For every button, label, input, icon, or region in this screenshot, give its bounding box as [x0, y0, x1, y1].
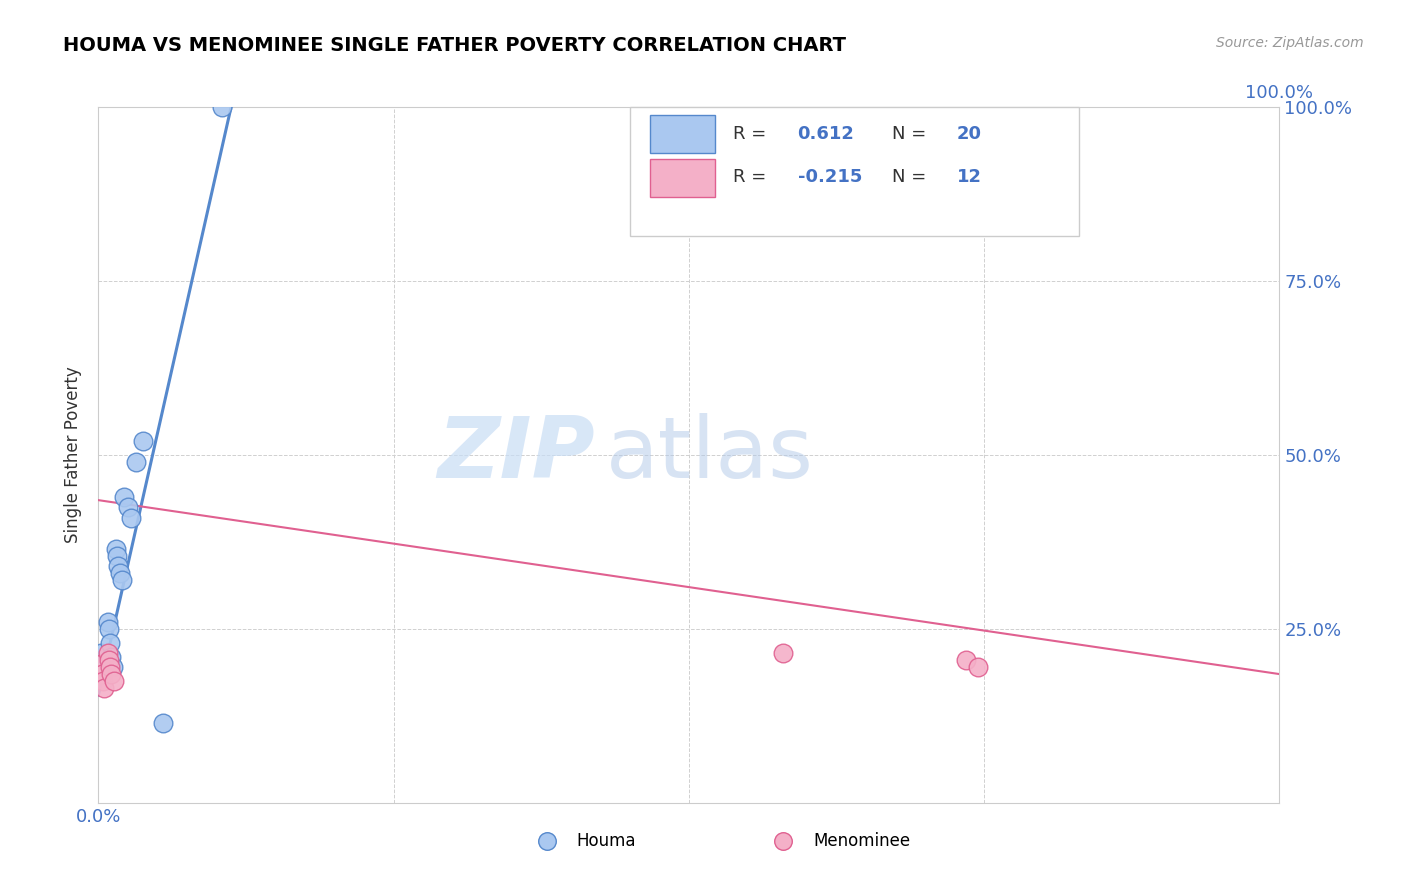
- Point: [111, 573, 134, 587]
- Point: [211, 100, 233, 114]
- Point: [103, 674, 125, 689]
- Point: [91, 667, 114, 681]
- Point: [772, 834, 794, 848]
- Text: 12: 12: [957, 169, 981, 186]
- Text: N =: N =: [891, 125, 932, 143]
- Point: [772, 646, 794, 660]
- Point: [98, 660, 121, 674]
- Point: [98, 653, 121, 667]
- Text: 20: 20: [957, 125, 981, 143]
- Point: [105, 541, 128, 556]
- Y-axis label: Single Father Poverty: Single Father Poverty: [65, 367, 83, 543]
- Point: [121, 510, 143, 524]
- Text: 0.612: 0.612: [797, 125, 855, 143]
- Text: atlas: atlas: [606, 413, 814, 497]
- Text: R =: R =: [733, 125, 772, 143]
- Point: [98, 622, 121, 636]
- Point: [105, 549, 128, 563]
- Text: ZIP: ZIP: [437, 413, 595, 497]
- Text: Houma: Houma: [576, 832, 637, 850]
- Text: -0.215: -0.215: [797, 169, 862, 186]
- Point: [100, 667, 122, 681]
- Text: Menominee: Menominee: [813, 832, 910, 850]
- Point: [100, 649, 122, 664]
- FancyBboxPatch shape: [650, 159, 714, 197]
- Point: [91, 667, 114, 681]
- Point: [91, 674, 114, 689]
- Point: [117, 500, 139, 514]
- Text: N =: N =: [891, 169, 932, 186]
- Point: [93, 681, 115, 695]
- Point: [107, 559, 129, 574]
- FancyBboxPatch shape: [650, 115, 714, 153]
- Point: [112, 490, 135, 504]
- Point: [97, 615, 120, 629]
- Text: R =: R =: [733, 169, 772, 186]
- Point: [101, 660, 124, 674]
- Point: [98, 636, 121, 650]
- Text: HOUMA VS MENOMINEE SINGLE FATHER POVERTY CORRELATION CHART: HOUMA VS MENOMINEE SINGLE FATHER POVERTY…: [63, 36, 846, 54]
- Point: [152, 715, 174, 730]
- Point: [955, 653, 977, 667]
- Point: [125, 455, 148, 469]
- Text: Source: ZipAtlas.com: Source: ZipAtlas.com: [1216, 36, 1364, 50]
- Point: [967, 660, 990, 674]
- Point: [90, 657, 112, 671]
- FancyBboxPatch shape: [630, 107, 1078, 235]
- Point: [536, 834, 558, 848]
- Point: [97, 646, 120, 660]
- Point: [132, 434, 155, 448]
- Point: [90, 646, 112, 660]
- Point: [108, 566, 131, 581]
- Point: [91, 657, 114, 671]
